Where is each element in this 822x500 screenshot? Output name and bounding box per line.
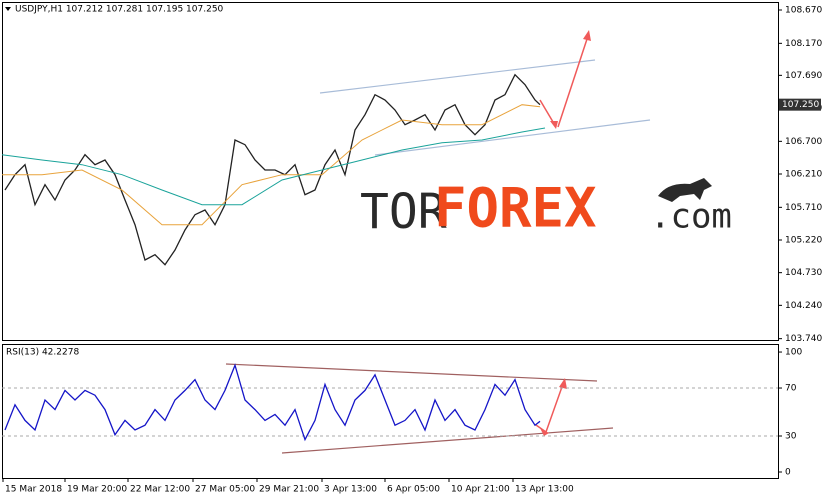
arrow-head — [583, 30, 591, 41]
last-price-box — [779, 98, 821, 111]
watermark-part: FOREX — [434, 177, 597, 240]
rsi-channel-line — [225, 363, 598, 382]
series-line — [4, 363, 541, 442]
y-tick-label: 106.700 — [785, 137, 822, 147]
x-tick-label: 13 Apr 13:00 — [515, 485, 574, 495]
series-line — [1, 127, 546, 206]
x-tick-label: 29 Mar 21:00 — [259, 485, 319, 495]
price-panel — [2, 2, 779, 341]
panel-menu-icon — [5, 7, 11, 11]
y-tick-label: 104.240 — [785, 301, 822, 311]
series-line — [2, 104, 541, 226]
y-tick-label: 104.730 — [785, 268, 822, 278]
y-tick-label: 30 — [785, 432, 797, 442]
y-tick-label: 103.740 — [785, 334, 822, 344]
y-tick-label: 105.220 — [785, 236, 822, 246]
watermark-part: .com — [650, 197, 732, 237]
y-tick-label: 0 — [785, 468, 791, 478]
x-tick-label: 3 Apr 13:00 — [324, 485, 377, 495]
rsi-channel-line — [281, 427, 614, 454]
watermark-part: TOR — [360, 184, 447, 240]
watermark: TOR FOREX .com — [360, 177, 732, 240]
last-price-label: 107.250 — [782, 100, 819, 110]
arrow-head — [550, 121, 558, 129]
x-tick-label: 10 Apr 21:00 — [451, 485, 510, 495]
y-tick-label: 106.210 — [785, 170, 822, 180]
y-tick-label: 108.670 — [785, 6, 822, 16]
x-tick-label: 19 Mar 20:00 — [67, 485, 127, 495]
rsi-title: RSI(13) 42.2278 — [6, 348, 79, 358]
rsi-panel — [2, 344, 779, 479]
y-tick-label: 70 — [785, 384, 797, 394]
x-tick-label: 27 Mar 05:00 — [195, 485, 255, 495]
x-tick-label: 6 Apr 05:00 — [387, 485, 440, 495]
x-tick-label: 22 Mar 12:00 — [130, 485, 190, 495]
bull-logo — [658, 178, 712, 202]
arrow-head — [540, 428, 549, 436]
y-tick-label: 107.690 — [785, 71, 822, 81]
x-tick-label: 15 Mar 2018 — [5, 485, 62, 495]
y-tick-label: 105.710 — [785, 203, 822, 213]
channel-line — [374, 119, 651, 156]
series-line — [4, 73, 541, 266]
y-tick-label: 108.170 — [785, 39, 822, 49]
y-tick-label: 100 — [785, 348, 802, 358]
forecast-arrow — [557, 35, 589, 128]
arrow-head — [559, 378, 567, 389]
chart-title: USDJPY,H1 107.212 107.281 107.195 107.25… — [15, 5, 224, 15]
channel-line — [319, 59, 596, 94]
